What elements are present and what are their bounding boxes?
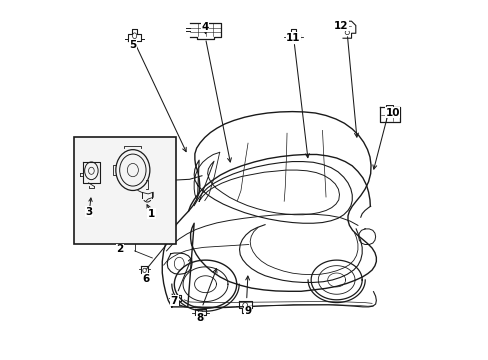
Text: 2: 2 bbox=[116, 244, 123, 254]
Text: 12: 12 bbox=[333, 21, 347, 31]
Text: 5: 5 bbox=[129, 40, 136, 50]
Text: 1: 1 bbox=[148, 209, 155, 219]
Text: 3: 3 bbox=[85, 207, 93, 217]
Text: 9: 9 bbox=[244, 306, 251, 316]
Text: 8: 8 bbox=[196, 312, 203, 323]
Text: 6: 6 bbox=[142, 274, 149, 284]
Text: 7: 7 bbox=[170, 296, 178, 306]
FancyArrowPatch shape bbox=[144, 201, 150, 202]
Text: 4: 4 bbox=[201, 22, 208, 32]
Text: 11: 11 bbox=[285, 32, 300, 42]
Bar bbox=[74, 138, 176, 244]
Text: 10: 10 bbox=[385, 108, 399, 118]
